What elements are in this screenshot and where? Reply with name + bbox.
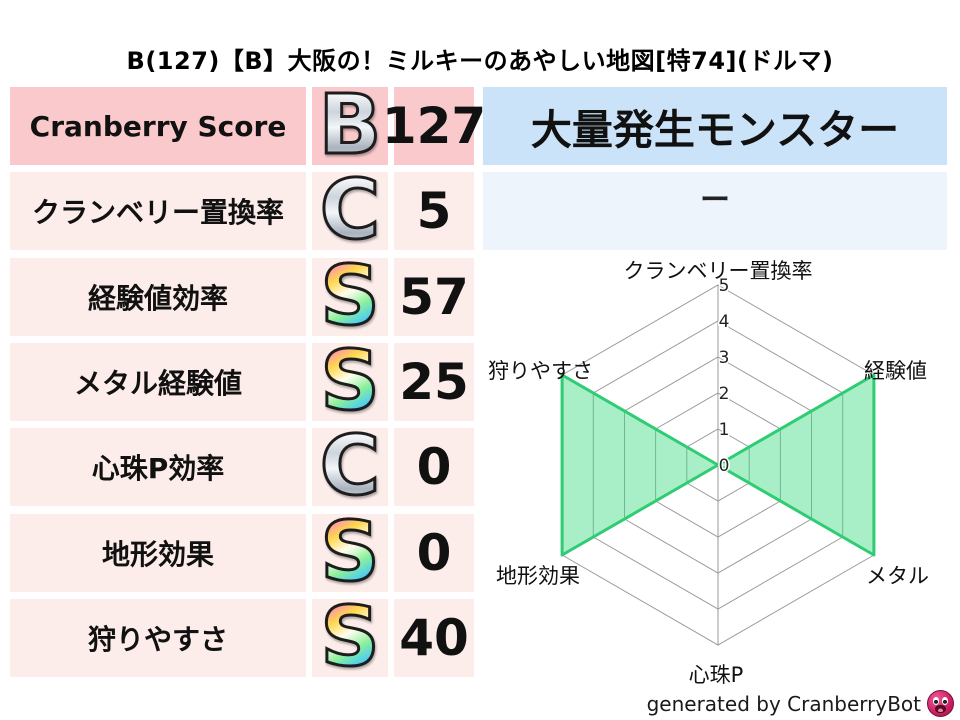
grade-letter: S — [319, 249, 381, 344]
stat-value: 57 — [394, 258, 474, 336]
grade-badge: C — [312, 419, 388, 514]
footer-credit: generated by CranberryBot — [647, 690, 954, 717]
radar-tick-label: 4 — [719, 312, 730, 332]
stats-table: Cranberry Score B 127 クランベリー置換率 C 5 経験値効率 S 57 メタ… — [10, 78, 486, 685]
stat-label: メタル経験値 — [10, 343, 306, 421]
radar-tick-label: 2 — [719, 384, 730, 404]
stat-value: 127 — [382, 87, 486, 165]
stat-label: 狩りやすさ — [10, 599, 306, 677]
radar-axis-label-hunt: 狩りやすさ — [488, 359, 593, 383]
table-row: 狩りやすさ S 40 — [10, 590, 474, 685]
stat-value: 0 — [394, 428, 474, 506]
stat-value: 25 — [394, 343, 474, 421]
radar-axis-label-exp: 経験値 — [864, 359, 927, 383]
grade-badge: S — [312, 590, 388, 685]
table-row: 心珠P効率 C 0 — [10, 419, 474, 514]
radar-axis-label-cranberry: クランベリー置換率 — [623, 259, 813, 283]
grade-badge: B — [312, 78, 388, 173]
radar-chart: 0 1 2 3 4 5 クランベリー置換率 経験値 メタル 心珠P 地形効果 狩りやすさ — [480, 255, 960, 700]
grade-letter: S — [319, 590, 381, 685]
table-row: メタル経験値 S 25 — [10, 334, 474, 429]
icon-eye-left — [933, 697, 939, 705]
stat-value: 40 — [394, 599, 474, 677]
stat-value: 5 — [394, 172, 474, 250]
grade-badge: S — [312, 505, 388, 600]
radar-axis-label-shinju: 心珠P — [688, 663, 744, 687]
monster-panel-header: 大量発生モンスター — [483, 87, 947, 165]
radar-axis-label-terrain: 地形効果 — [496, 564, 580, 588]
stat-label: 心珠P効率 — [10, 428, 306, 506]
radar-tick-label: 0 — [719, 456, 730, 476]
grade-badge: C — [312, 163, 388, 258]
grade-badge: S — [312, 334, 388, 429]
grade-letter: S — [319, 334, 381, 429]
table-row: Cranberry Score B 127 — [10, 78, 486, 173]
stat-label: 地形効果 — [10, 514, 306, 592]
radar-axis-label-metal: メタル — [866, 564, 929, 588]
radar-svg: 0 1 2 3 4 5 — [560, 275, 876, 646]
stat-label: 経験値効率 — [10, 258, 306, 336]
stat-label: Cranberry Score — [10, 87, 306, 165]
credit-text: generated by CranberryBot — [646, 691, 921, 716]
icon-eye-right — [942, 697, 948, 705]
icon-mouth — [935, 705, 946, 713]
stat-value: 0 — [394, 514, 474, 592]
table-row: 地形効果 S 0 — [10, 505, 474, 600]
grade-letter: C — [318, 163, 381, 258]
table-row: クランベリー置換率 C 5 — [10, 163, 474, 258]
radar-tick-label: 3 — [719, 348, 730, 368]
grade-letter: S — [319, 505, 381, 600]
page-title: B(127)【B】大阪の！ミルキーのあやしい地図[特74](ドルマ) — [126, 47, 834, 75]
grade-letter: C — [318, 419, 381, 514]
cranberry-face-icon — [927, 690, 954, 717]
monster-panel-value: ー — [483, 172, 947, 250]
table-row: 経験値効率 S 57 — [10, 249, 474, 344]
grade-badge: S — [312, 249, 388, 344]
radar-tick-label: 5 — [719, 276, 730, 296]
grade-letter: B — [317, 78, 382, 173]
radar-tick-label: 1 — [719, 420, 730, 440]
stat-label: クランベリー置換率 — [10, 172, 306, 250]
